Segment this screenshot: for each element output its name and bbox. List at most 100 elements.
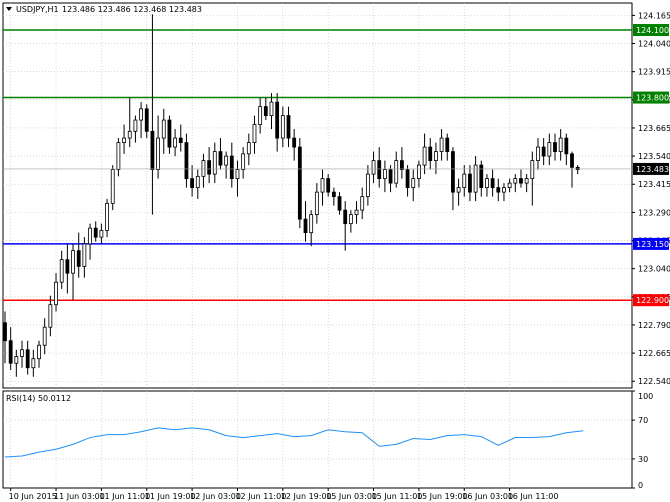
candle-bull [54, 281, 58, 306]
candle-bear [263, 106, 268, 116]
candle-bear [292, 137, 297, 148]
candle-bear [337, 196, 342, 211]
candle-bull [502, 187, 506, 193]
candle-bear [303, 218, 308, 234]
candle-bear [25, 349, 30, 369]
candle-bull [241, 153, 246, 171]
candle-bull [88, 227, 92, 245]
candle-bear [76, 250, 81, 267]
price-tick-label: 122.665 [638, 349, 670, 358]
candle-bear [479, 164, 484, 189]
time-tick-label: 15 Jun 19:00 [417, 492, 468, 501]
candle-bull [411, 178, 416, 189]
price-tick-label: 124.165 [638, 11, 670, 20]
candle-bear [331, 191, 336, 198]
candle-bull [105, 202, 109, 231]
candle-bull [99, 229, 104, 238]
candle-bear [3, 322, 7, 342]
rsi-panel[interactable]: 100 70 30 0 RSI(14) 50.0112 [2, 390, 653, 490]
candle-bear [167, 119, 172, 148]
candle-bull [14, 356, 19, 364]
candle-bull [258, 106, 263, 125]
candle-bull [212, 151, 217, 175]
candle-bull [31, 358, 36, 369]
candle-bear [496, 187, 501, 193]
time-tick-label: 12 Jun 11:00 [235, 492, 286, 501]
candle-bull [360, 196, 365, 211]
symbol-label: USDJPY,H1 [16, 5, 59, 14]
price-tick-label: 123.290 [638, 208, 670, 217]
current-price-label: 123.483 [636, 165, 669, 174]
candle-bull [20, 349, 24, 357]
level-label-box [633, 294, 669, 307]
candle-bear [564, 137, 569, 155]
candle-bear [377, 160, 382, 180]
rsi-tick-label: 0 [638, 481, 643, 490]
candle-bull [513, 178, 518, 184]
candle-bear [297, 146, 302, 220]
candle-bear [93, 227, 98, 238]
candle-bull [434, 151, 438, 162]
candle-bull [558, 137, 563, 152]
candle-bull [473, 164, 478, 193]
candle-bull [394, 160, 399, 184]
time-tick-label: 11 Jun 19:00 [145, 492, 196, 501]
candle-bull [161, 119, 166, 139]
candle-bull [133, 119, 138, 132]
candle-bull [116, 142, 121, 171]
candle-bear [286, 115, 291, 139]
candle-bear [65, 259, 70, 274]
candle-bear [190, 178, 195, 189]
price-tick-label: 123.915 [638, 68, 670, 77]
candle-bear [428, 146, 433, 162]
candle-bear [405, 169, 410, 189]
time-tick-label: 16 Jun 11:00 [508, 492, 559, 501]
time-tick-label: 11 Jun 03:00 [54, 492, 105, 501]
candle-bull [59, 259, 64, 283]
level-label: 122.900 [636, 296, 669, 305]
candle-bull [439, 137, 444, 152]
candle-bull [280, 115, 285, 139]
level-label: 123.800 [636, 94, 669, 103]
candle-bull [365, 173, 370, 198]
price-tick-label: 124.040 [638, 40, 670, 49]
candle-bear [519, 178, 523, 184]
horizontal-levels[interactable]: 124.100 123.800 123.150 122.900 [3, 24, 669, 307]
rsi-tick-label: 100 [638, 392, 653, 401]
candle-bear [275, 101, 280, 139]
candle-bull [269, 101, 274, 116]
price-panel[interactable]: 124.165124.040123.915123.790123.665123.5… [2, 2, 670, 389]
candle-bear [553, 142, 557, 152]
price-tick-label: 123.665 [638, 124, 670, 133]
rsi-panel-frame [2, 390, 633, 489]
candle-bull [127, 130, 132, 139]
candle-bull [524, 178, 529, 184]
candle-bear [575, 166, 580, 171]
candle-bear [541, 146, 546, 157]
candle-bear [570, 153, 574, 168]
candle-bull [485, 178, 489, 189]
rsi-line [4, 427, 584, 458]
candle-bear [144, 108, 149, 132]
candle-bear [150, 130, 155, 171]
rsi-grid [3, 391, 632, 488]
candle-bull [173, 137, 178, 148]
candle-bear [490, 178, 495, 189]
candle-bull [201, 160, 206, 177]
symbol-header: USDJPY,H1 123.486 123.486 123.468 123.48… [6, 5, 202, 14]
candle-bull [530, 160, 535, 180]
candle-bull [235, 169, 240, 180]
candle-bull [252, 124, 257, 143]
triangle-down-icon [6, 7, 12, 11]
candle-bear [343, 209, 348, 225]
current-price-box [633, 162, 669, 175]
time-tick-label: 12 Jun 03:00 [190, 492, 241, 501]
candle-bull [42, 326, 47, 346]
candle-bear [451, 151, 455, 193]
candle-bear [326, 178, 331, 193]
candle-bull [536, 146, 540, 162]
time-tick-label: 12 Jun 19:00 [281, 492, 332, 501]
candle-bull [348, 214, 353, 225]
